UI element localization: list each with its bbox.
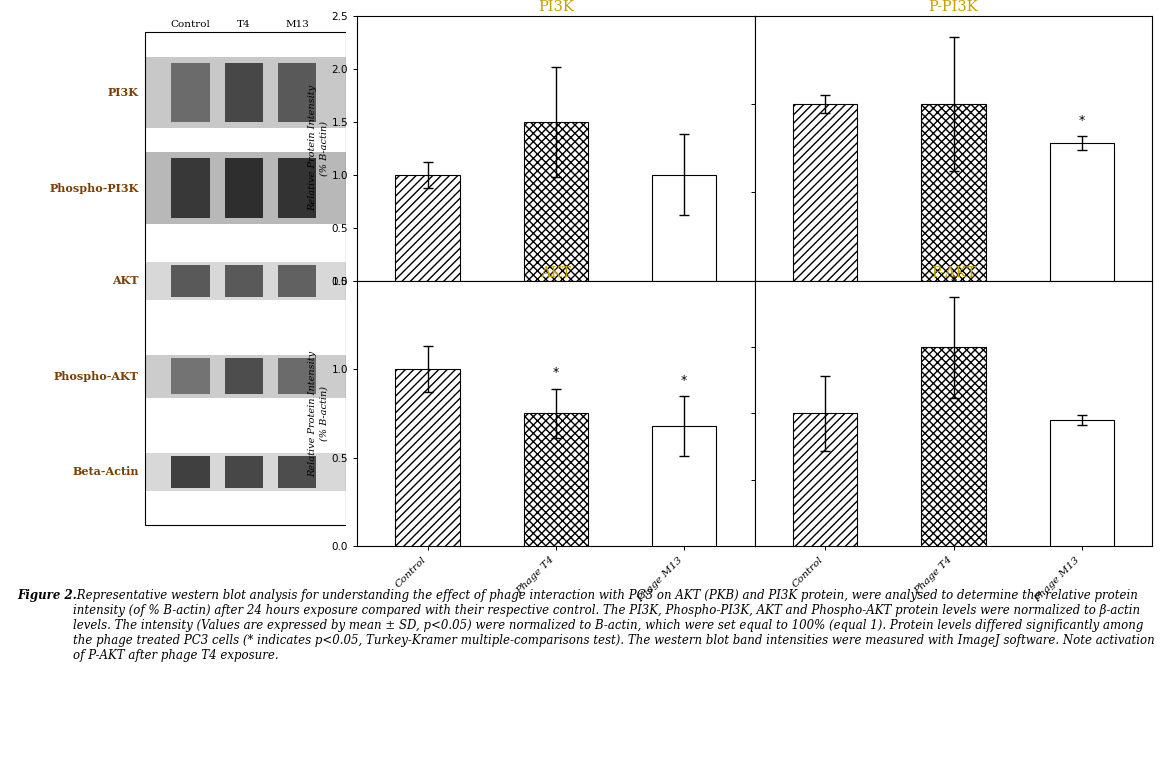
Bar — [225, 456, 263, 488]
Bar — [524, 413, 588, 546]
Bar — [146, 56, 346, 128]
Text: Figure 2.: Figure 2. — [17, 589, 77, 602]
Bar — [278, 265, 317, 297]
Text: *: * — [950, 275, 957, 287]
Title: P-PI3K: P-PI3K — [929, 1, 979, 15]
Text: M13: M13 — [285, 20, 310, 29]
Text: AKT: AKT — [112, 276, 139, 287]
Bar — [278, 63, 317, 122]
Bar — [171, 63, 210, 122]
Bar — [1050, 420, 1114, 546]
Title: PI3K: PI3K — [538, 1, 574, 15]
Bar — [146, 152, 346, 224]
Bar — [524, 121, 588, 281]
Bar — [922, 104, 986, 281]
Bar — [225, 265, 263, 297]
Bar — [225, 158, 263, 218]
Bar — [171, 265, 210, 297]
Bar — [396, 370, 460, 546]
Bar — [1050, 143, 1114, 281]
Bar — [652, 426, 716, 546]
Text: Representative western blot analysis for understanding the effect of phage inter: Representative western blot analysis for… — [73, 589, 1155, 662]
Bar — [793, 413, 858, 546]
Bar — [146, 453, 346, 491]
Title: AKT: AKT — [540, 265, 572, 280]
Bar — [922, 347, 986, 546]
Bar — [225, 63, 263, 122]
Bar — [171, 359, 210, 394]
Bar — [146, 262, 346, 300]
Bar — [396, 175, 460, 281]
Bar — [225, 359, 263, 394]
Y-axis label: Relative Protein Intensity
(% B-actin): Relative Protein Intensity (% B-actin) — [307, 85, 328, 211]
Text: *: * — [553, 366, 559, 380]
Text: *: * — [1079, 114, 1085, 127]
Bar — [278, 158, 317, 218]
Bar — [171, 456, 210, 488]
Bar — [146, 355, 346, 398]
Text: Phospho-AKT: Phospho-AKT — [54, 371, 139, 382]
Text: PI3K: PI3K — [108, 87, 139, 98]
Title: P-AKT: P-AKT — [931, 265, 977, 280]
Text: Phospho-PI3K: Phospho-PI3K — [49, 182, 139, 193]
Bar — [278, 456, 317, 488]
Bar — [793, 104, 858, 281]
Text: Control: Control — [170, 20, 211, 29]
Bar — [171, 158, 210, 218]
Y-axis label: Relative Protein Intensity
(% B-actin): Relative Protein Intensity (% B-actin) — [307, 351, 328, 477]
Bar — [146, 31, 346, 525]
Bar — [652, 175, 716, 281]
Text: Beta-Actin: Beta-Actin — [72, 467, 139, 478]
Text: T4: T4 — [237, 20, 250, 29]
Text: *: * — [681, 373, 687, 387]
Bar — [278, 359, 317, 394]
